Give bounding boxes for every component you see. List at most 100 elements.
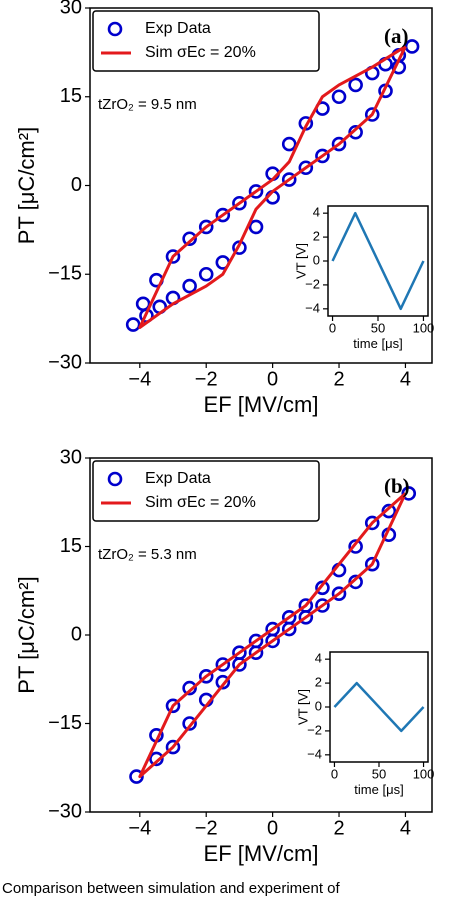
legend-label: Sim σEc = 20% <box>145 44 256 61</box>
y-tick-label: 30 <box>60 446 82 468</box>
data-point <box>331 586 347 602</box>
data-point <box>331 136 347 152</box>
data-point <box>248 184 264 199</box>
x-tick-label: 2 <box>333 817 344 839</box>
data-point <box>232 657 247 672</box>
data-point <box>149 751 164 767</box>
y-tick-label: −30 <box>48 351 82 373</box>
x-tick-label: −2 <box>195 368 218 390</box>
x-axis-label: EF [MV/cm] <box>204 841 319 866</box>
y-tick-label: 15 <box>60 535 82 557</box>
data-point <box>364 515 380 531</box>
sim-curve <box>138 45 407 329</box>
x-tick-label: 0 <box>267 817 278 839</box>
y-tick-label: 0 <box>313 252 320 267</box>
x-tick-label: −4 <box>128 368 151 390</box>
data-point <box>248 219 264 235</box>
panel-label: (b) <box>384 474 410 498</box>
data-point <box>182 680 197 696</box>
y-tick-label: 4 <box>313 205 320 220</box>
data-point <box>331 89 347 105</box>
data-point <box>348 539 363 554</box>
legend-box <box>92 10 320 72</box>
data-point <box>215 657 231 672</box>
y-axis-label: VT [V] <box>295 689 310 725</box>
x-tick-label: 0 <box>329 320 336 335</box>
data-point <box>232 195 247 211</box>
legend-label: Sim σEc = 20% <box>145 494 256 511</box>
y-axis-label: PT [μC/cm²] <box>14 576 39 693</box>
annotation: tZrO₂ = 5.3 nm <box>98 546 197 563</box>
y-tick-label: 4 <box>315 651 322 666</box>
data-point <box>364 556 380 572</box>
data-point <box>248 645 264 661</box>
data-point <box>198 266 214 282</box>
data-point <box>198 668 214 684</box>
data-point <box>401 486 417 501</box>
data-point <box>315 148 330 164</box>
data-point <box>182 231 197 247</box>
x-tick-label: 100 <box>413 320 435 335</box>
y-tick-label: −4 <box>307 746 322 761</box>
data-point <box>315 580 330 596</box>
data-point <box>215 674 231 690</box>
panel-label: (a) <box>384 24 409 48</box>
data-point <box>129 769 144 784</box>
x-tick-label: 4 <box>400 368 411 390</box>
sim-curve <box>138 492 407 779</box>
voltage-line <box>333 681 425 733</box>
annotation: tZrO₂ = 9.5 nm <box>98 96 197 113</box>
data-point <box>165 698 181 714</box>
y-tick-label: −4 <box>305 300 320 315</box>
data-point <box>182 716 197 731</box>
data-point <box>182 278 197 294</box>
inset-frame <box>329 651 429 763</box>
y-tick-label: 0 <box>71 174 82 196</box>
x-tick-label: 0 <box>267 368 278 390</box>
legend-label: Exp Data <box>145 470 211 487</box>
y-tick-label: 15 <box>60 85 82 107</box>
x-tick-label: 2 <box>333 368 344 390</box>
data-point <box>348 574 363 590</box>
x-tick-label: 50 <box>372 766 386 781</box>
voltage-line <box>331 211 425 311</box>
data-point <box>165 249 181 264</box>
x-axis-label: time [μs] <box>353 336 402 351</box>
data-point <box>125 317 141 332</box>
x-tick-label: 4 <box>400 817 411 839</box>
y-axis-label: VT [V] <box>293 243 308 279</box>
y-axis-label: PT [μC/cm²] <box>14 127 39 244</box>
legend-marker <box>107 21 123 37</box>
y-tick-label: −15 <box>48 263 82 285</box>
data-point <box>381 503 397 519</box>
data-point <box>348 77 363 93</box>
x-axis-label: EF [MV/cm] <box>204 392 319 417</box>
x-axis-label: time [μs] <box>354 782 403 797</box>
data-point <box>315 598 330 613</box>
caption: Comparison between simulation and experi… <box>2 880 341 897</box>
y-tick-label: 2 <box>313 229 320 244</box>
x-tick-label: 0 <box>331 766 338 781</box>
plot-frame <box>89 457 433 813</box>
y-tick-label: −15 <box>48 712 82 734</box>
x-tick-label: −2 <box>195 817 218 839</box>
data-point <box>298 609 314 625</box>
plot-frame <box>89 7 433 364</box>
data-point <box>215 207 231 223</box>
data-point <box>298 160 314 176</box>
y-tick-label: −2 <box>305 276 320 291</box>
y-tick-label: −2 <box>307 722 322 737</box>
data-point <box>281 136 297 152</box>
legend-marker <box>107 471 123 487</box>
data-point <box>281 621 297 637</box>
x-tick-label: 50 <box>371 320 385 335</box>
y-tick-label: 2 <box>315 675 322 690</box>
y-tick-label: 0 <box>71 623 82 645</box>
data-point <box>364 107 380 122</box>
y-tick-label: −30 <box>48 800 82 822</box>
data-point <box>404 39 420 54</box>
x-tick-label: −4 <box>128 817 151 839</box>
data-point <box>281 172 297 187</box>
data-point <box>265 633 280 649</box>
